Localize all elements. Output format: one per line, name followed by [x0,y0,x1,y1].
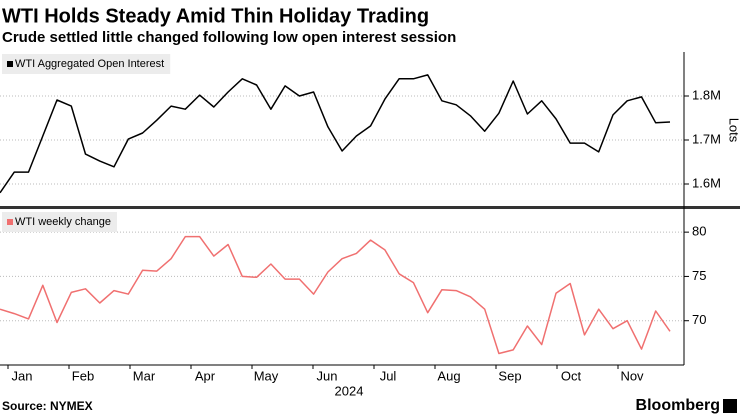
x-tick-label: Apr [195,368,216,383]
x-tick-label: Jul [380,368,397,383]
x-tick-label: Aug [437,368,460,383]
panel-separator [0,206,740,209]
x-tick-label: Jun [317,368,338,383]
chart-subtitle: Crude settled little changed following l… [2,29,456,46]
legend-label: WTI weekly change [15,216,111,228]
x-tick-label: May [254,368,279,383]
legend-box [2,54,171,74]
x-axis-label: 2024 [335,383,364,398]
y-tick-label: 1.6M [692,175,721,190]
legend-label: WTI Aggregated Open Interest [15,58,164,70]
y-tick-label: 75 [692,268,706,283]
x-tick-label: Mar [133,368,156,383]
brand: Bloomberg [636,397,720,414]
y-tick-label: 80 [692,224,706,239]
x-tick-label: Sep [498,368,521,383]
x-tick-label: Feb [72,368,94,383]
x-tick-label: Oct [561,368,582,383]
x-tick-label: Jan [12,368,33,383]
y-tick-label: 1.8M [692,87,721,102]
line-series [0,74,671,194]
y-axis-label: Lots [727,118,740,143]
legend-box [2,212,117,232]
legend-swatch [7,61,13,67]
source: Source: NYMEX [2,399,93,413]
legend-swatch [7,219,13,225]
chart-title: WTI Holds Steady Amid Thin Holiday Tradi… [2,5,429,27]
y-tick-label: 70 [692,312,706,327]
y-tick-label: 1.7M [692,131,721,146]
x-tick-label: Nov [620,368,644,383]
brand-logo [723,399,737,413]
line-series [0,235,671,355]
